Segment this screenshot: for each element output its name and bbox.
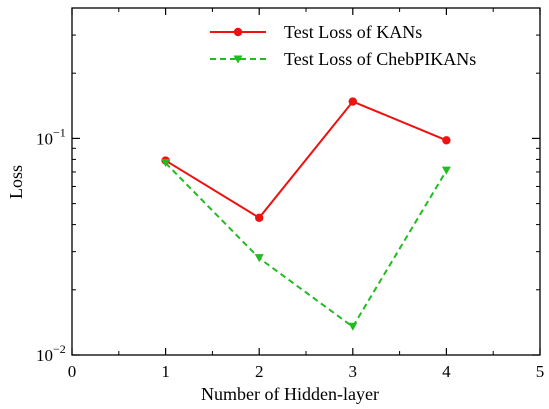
- y-axis-title: Loss: [6, 165, 26, 199]
- legend-marker-kans: [233, 27, 243, 37]
- legend-label-kans: Test Loss of KANs: [284, 22, 422, 42]
- data-point-0: [442, 136, 451, 145]
- legend: Test Loss of KANs Test Loss of ChebPIKAN…: [210, 22, 476, 69]
- data-point-1: [441, 166, 451, 175]
- x-tick-label: 2: [255, 362, 264, 381]
- x-tick-label: 1: [161, 362, 170, 381]
- series-layer: [161, 97, 451, 331]
- series-line-0: [165, 100, 447, 220]
- x-tick-label: 5: [536, 362, 545, 381]
- legend-marker-chebpikans: [233, 55, 243, 64]
- y-tick-label: 10−2: [36, 342, 66, 365]
- y-tick-labels: 10−1 10−2: [36, 125, 66, 365]
- axis-ticks: [71, 8, 541, 356]
- data-point-0: [348, 97, 357, 106]
- x-tick-label: 3: [349, 362, 358, 381]
- y-tick-label: 10−1: [36, 125, 66, 148]
- data-point-1: [254, 254, 264, 263]
- series-line-1: [164, 162, 448, 329]
- data-point-1: [161, 158, 171, 167]
- data-point-0: [255, 213, 264, 222]
- x-axis-title: Number of Hidden-layer: [201, 384, 379, 404]
- x-tick-label: 4: [442, 362, 451, 381]
- legend-label-chebpikans: Test Loss of ChebPIKANs: [284, 49, 476, 69]
- x-tick-label: 0: [68, 362, 77, 381]
- x-tick-labels: 0 1 2 3 4 5: [68, 362, 545, 381]
- data-point-1: [348, 322, 358, 331]
